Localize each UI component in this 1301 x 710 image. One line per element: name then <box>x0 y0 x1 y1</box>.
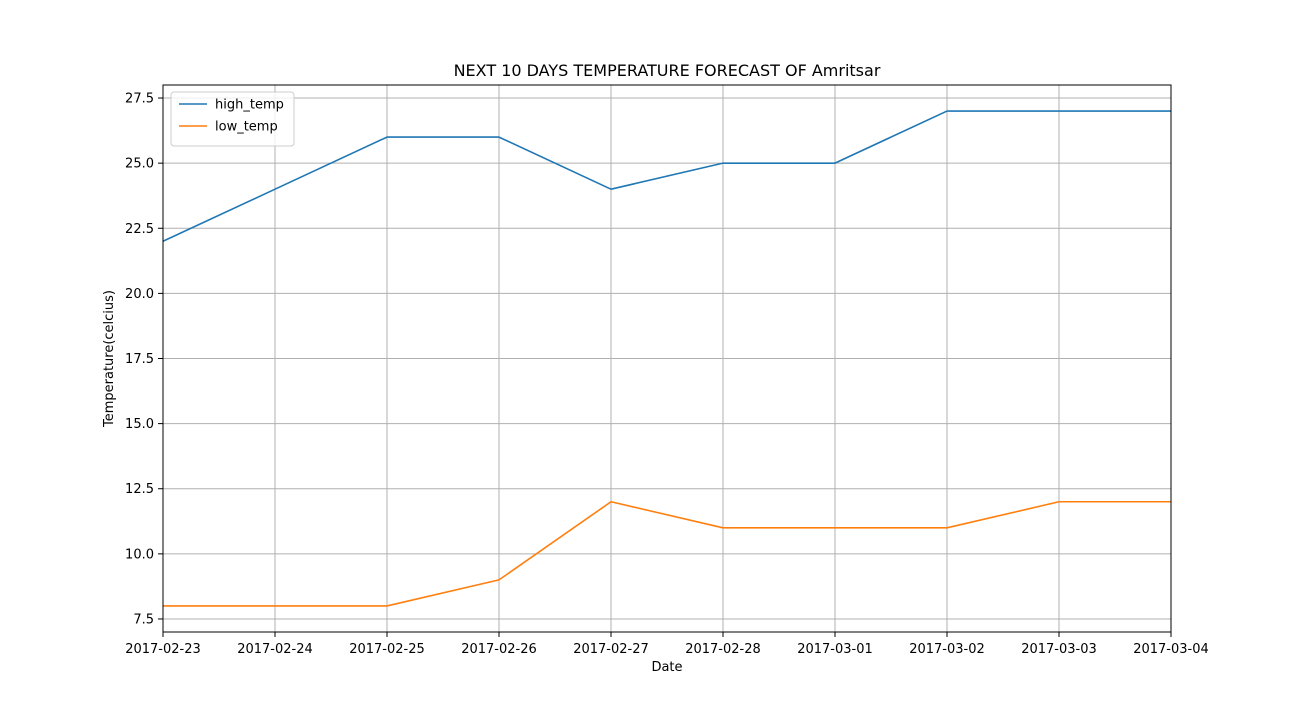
series-line-low-temp <box>163 500 1171 607</box>
legend-box <box>170 91 295 147</box>
x-tick-label: 2017-02-24 <box>237 642 313 657</box>
x-tick-label: 2017-03-01 <box>797 642 873 657</box>
y-tick-label: 10.0 <box>125 547 154 562</box>
x-tick-label: 2017-03-03 <box>1021 642 1097 657</box>
y-tick-label: 27.5 <box>125 92 154 107</box>
x-tick-label: 2017-02-23 <box>125 642 201 657</box>
chart-title: NEXT 10 DAYS TEMPERATURE FORECAST OF Amr… <box>454 61 881 80</box>
legend-label: high_temp <box>215 98 284 113</box>
y-axis-label: Temperature(celcius) <box>102 290 117 428</box>
ticks: 2017-02-23 2017-02-24 2017-02-25 2017-02-26… <box>125 92 1209 657</box>
x-tick-label: 2017-02-26 <box>461 642 537 657</box>
y-tick-label: 12.5 <box>125 482 154 497</box>
y-tick-label: 17.5 <box>125 352 154 367</box>
x-axis-label: Date <box>651 660 682 675</box>
x-tick-label: 2017-03-02 <box>909 642 985 657</box>
series-line-high-temp <box>162 110 1171 243</box>
y-tick-label: 20.0 <box>125 287 154 302</box>
y-tick-label: 15.0 <box>125 417 154 432</box>
legend-label: low_temp <box>215 120 278 135</box>
x-tick-label: 2017-02-28 <box>685 642 761 657</box>
legend: high_temp low_temp <box>170 91 295 147</box>
y-tick-label: 7.5 <box>133 612 154 627</box>
y-tick-label: 22.5 <box>125 222 154 237</box>
x-tick-label: 2017-03-04 <box>1133 642 1209 657</box>
x-tick-label: 2017-02-27 <box>573 642 649 657</box>
y-tick-label: 25.0 <box>125 157 154 172</box>
x-tick-label: 2017-02-25 <box>349 642 425 657</box>
